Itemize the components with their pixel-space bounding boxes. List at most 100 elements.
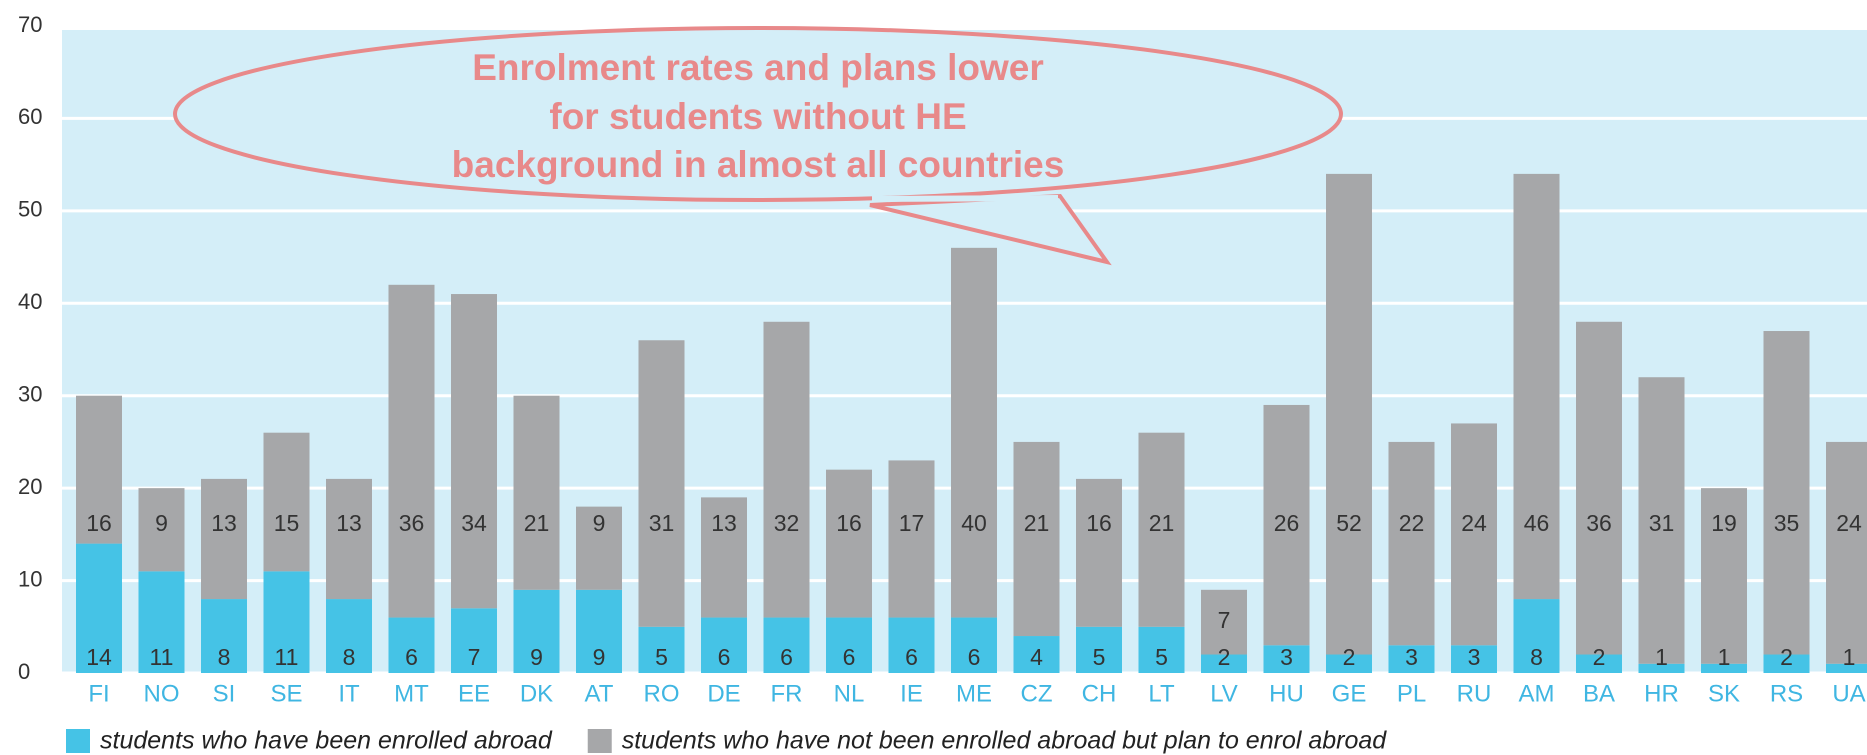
bar-segment	[826, 469, 872, 618]
value-label: 31	[1649, 510, 1675, 536]
bar-segment	[76, 395, 122, 544]
y-tick-label: 20	[18, 474, 42, 499]
bar-segment	[1513, 173, 1560, 600]
value-label: 22	[1399, 510, 1425, 536]
bar-segment	[763, 321, 810, 618]
bar-segment	[1451, 645, 1497, 673]
bar-segment	[1451, 423, 1497, 646]
bar-segment	[1013, 636, 1060, 673]
bar-segment	[76, 543, 122, 673]
annotation-line: Enrolment rates and plans lower	[472, 47, 1044, 88]
legend-swatch	[66, 729, 90, 753]
value-label: 1	[1843, 644, 1856, 670]
x-tick-label: HR	[1644, 680, 1679, 707]
x-tick-label: SK	[1708, 680, 1740, 707]
bar-segment	[1826, 441, 1867, 664]
bar-segment	[576, 589, 622, 673]
x-tick-label: MT	[394, 680, 429, 707]
value-label: 21	[1149, 510, 1175, 536]
value-label: 6	[843, 644, 856, 670]
value-label: 1	[1655, 644, 1668, 670]
x-tick-label: NO	[144, 680, 180, 707]
bar-segment	[1638, 663, 1685, 673]
value-label: 5	[1093, 644, 1106, 670]
value-label: 8	[343, 644, 356, 670]
value-label: 9	[155, 510, 168, 536]
x-tick-label: SE	[270, 680, 302, 707]
value-label: 8	[218, 644, 231, 670]
x-tick-label: RU	[1457, 680, 1492, 707]
y-tick-label: 0	[18, 659, 30, 684]
value-label: 6	[905, 644, 918, 670]
bar-segment	[263, 432, 310, 572]
x-tick-label: CH	[1082, 680, 1117, 707]
bar-segment	[1326, 173, 1372, 655]
value-label: 1	[1718, 644, 1731, 670]
bar-segment	[138, 488, 185, 572]
value-label: 3	[1468, 644, 1481, 670]
value-label: 15	[274, 510, 300, 536]
value-label: 2	[1780, 644, 1793, 670]
value-label: 6	[780, 644, 793, 670]
bar-segment	[1138, 432, 1185, 627]
bar-segment	[1513, 599, 1560, 673]
x-tick-label: FI	[88, 680, 109, 707]
bar-segment	[388, 284, 435, 618]
value-label: 31	[649, 510, 675, 536]
x-tick-label: AM	[1519, 680, 1555, 707]
bar-segment	[1201, 589, 1247, 655]
x-tick-label: UA	[1832, 680, 1865, 707]
bar-segment	[888, 617, 935, 673]
annotation-line: for students without HE	[549, 96, 966, 137]
x-tick-label: IE	[900, 680, 923, 707]
value-label: 16	[1086, 510, 1112, 536]
value-label: 13	[336, 510, 362, 536]
value-label: 7	[1218, 607, 1231, 633]
value-label: 21	[524, 510, 550, 536]
bar-segment	[826, 617, 872, 673]
x-tick-label: AT	[585, 680, 614, 707]
bar-segment	[1076, 478, 1122, 627]
bar-segment	[201, 478, 247, 600]
bar-segment	[1388, 441, 1435, 646]
x-tick-label: LT	[1148, 680, 1175, 707]
value-label: 5	[1155, 644, 1168, 670]
x-tick-label: HU	[1269, 680, 1304, 707]
value-label: 6	[968, 644, 981, 670]
callout-bubble	[173, 26, 1343, 202]
value-label: 2	[1343, 644, 1356, 670]
bar-segment	[326, 599, 372, 673]
bar-segment	[451, 608, 497, 673]
bar-segment	[138, 571, 185, 673]
value-label: 46	[1524, 510, 1550, 536]
value-label: 40	[961, 510, 987, 536]
bar-segment	[263, 571, 310, 673]
bar-segment	[1076, 626, 1122, 673]
y-tick-label: 40	[18, 289, 42, 314]
bar-segment	[638, 626, 685, 673]
bar-segment	[701, 617, 747, 673]
legend-label: students who have not been enrolled abro…	[622, 727, 1388, 755]
x-tick-label: EE	[458, 680, 490, 707]
value-label: 9	[593, 644, 606, 670]
value-label: 24	[1461, 510, 1487, 536]
value-label: 16	[836, 510, 862, 536]
bar-segment	[638, 340, 685, 627]
value-label: 2	[1593, 644, 1606, 670]
value-label: 11	[150, 644, 174, 670]
bar-segment	[201, 599, 247, 673]
x-tick-label: LV	[1210, 680, 1238, 707]
bar-segment	[1701, 488, 1747, 664]
value-label: 6	[718, 644, 731, 670]
callout-join	[871, 195, 1059, 202]
bar-segment	[1763, 331, 1810, 655]
x-tick-label: SI	[213, 680, 236, 707]
x-tick-label: RO	[644, 680, 680, 707]
bar-segment	[451, 294, 497, 609]
bar-segment	[1326, 654, 1372, 673]
value-label: 36	[1586, 510, 1612, 536]
bar-segment	[951, 617, 997, 673]
value-label: 24	[1836, 510, 1862, 536]
y-tick-label: 30	[18, 382, 42, 407]
